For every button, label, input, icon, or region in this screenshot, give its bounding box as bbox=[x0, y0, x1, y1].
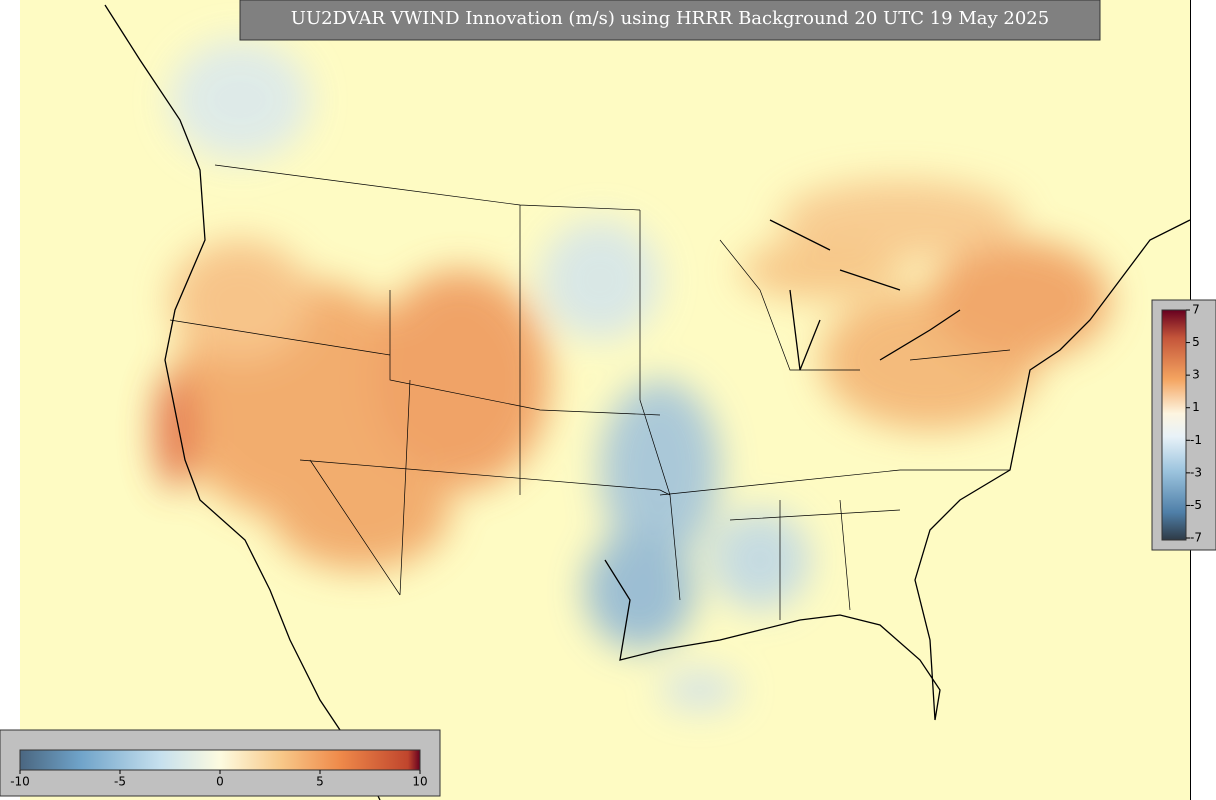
colorbar-bottom bbox=[0, 729, 441, 797]
colorbar-tick-label: 10 bbox=[412, 775, 427, 789]
colorbar-tick-label: 5 bbox=[1192, 335, 1200, 349]
colorbar-tick-label: -5 bbox=[114, 775, 126, 789]
colorbar-tick-label: 5 bbox=[316, 775, 324, 789]
colorbar-tick-label: -10 bbox=[10, 775, 30, 789]
colorbar-tick-label: 1 bbox=[1192, 400, 1200, 414]
colorbar-tick-label: -7 bbox=[1190, 531, 1202, 545]
colorbar-tick-label: 7 bbox=[1192, 303, 1200, 317]
map-title: UU2DVAR VWIND Innovation (m/s) using HRR… bbox=[291, 8, 1049, 29]
colorbar-tick-label: -3 bbox=[1190, 465, 1202, 479]
colorbar-right bbox=[1151, 299, 1216, 551]
colorbar-tick-label: 3 bbox=[1192, 368, 1200, 382]
colorbar-tick-label: -1 bbox=[1190, 433, 1202, 447]
colorbar-tick-label: 0 bbox=[216, 775, 224, 789]
title-box bbox=[239, 0, 1101, 41]
colorbar-tick-label: -5 bbox=[1190, 498, 1202, 512]
